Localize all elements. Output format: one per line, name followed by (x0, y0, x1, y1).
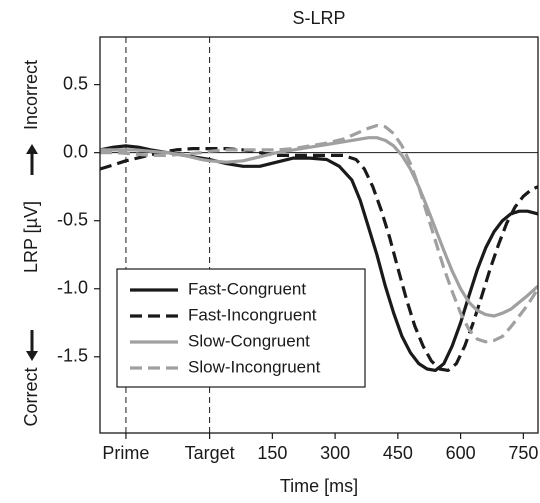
y-tick-label: 0.0 (63, 141, 88, 161)
series-line-slow-incongruent (100, 123, 538, 344)
legend-label: Fast-Incongruent (188, 305, 317, 324)
y-tick-label: -0.5 (57, 209, 88, 229)
y-label-middle: LRP [µV] (21, 201, 41, 273)
plot-frame (99, 36, 539, 434)
x-tick-label: 150 (257, 443, 287, 463)
up-arrow-icon (26, 144, 38, 175)
series-line-fast-incongruent (100, 147, 538, 372)
y-label-incorrect: Incorrect (21, 60, 41, 130)
series-lines (100, 123, 538, 372)
axis-ticks: Prime Target 150 300 450 600 750 0.5 0.0 -0.5 -1.0… (57, 73, 538, 463)
series-line-slow-congruent (100, 136, 538, 318)
y-tick-label: -1.5 (57, 346, 88, 366)
down-arrow-icon (26, 330, 38, 361)
x-tick-label: 750 (508, 443, 538, 463)
legend-label: Slow-Congruent (188, 331, 310, 350)
legend: Fast-Congruent Fast-Incongruent Slow-Congr… (116, 268, 366, 388)
x-tick-label: 450 (383, 443, 413, 463)
legend-label: Slow-Incongruent (188, 357, 321, 376)
x-axis-label: Time [ms] (280, 476, 358, 496)
y-axis-label: Correct LRP [µV] Incorrect (21, 60, 41, 427)
legend-label: Fast-Congruent (188, 279, 306, 298)
chart-title: S-LRP (292, 8, 345, 28)
y-tick-label: 0.5 (63, 73, 88, 93)
x-tick-label: 600 (446, 443, 476, 463)
y-tick-label: -1.0 (57, 278, 88, 298)
x-tick-label: Target (185, 443, 235, 463)
x-tick-label: Prime (102, 443, 149, 463)
y-label-correct: Correct (21, 367, 41, 426)
x-tick-label: 300 (320, 443, 350, 463)
